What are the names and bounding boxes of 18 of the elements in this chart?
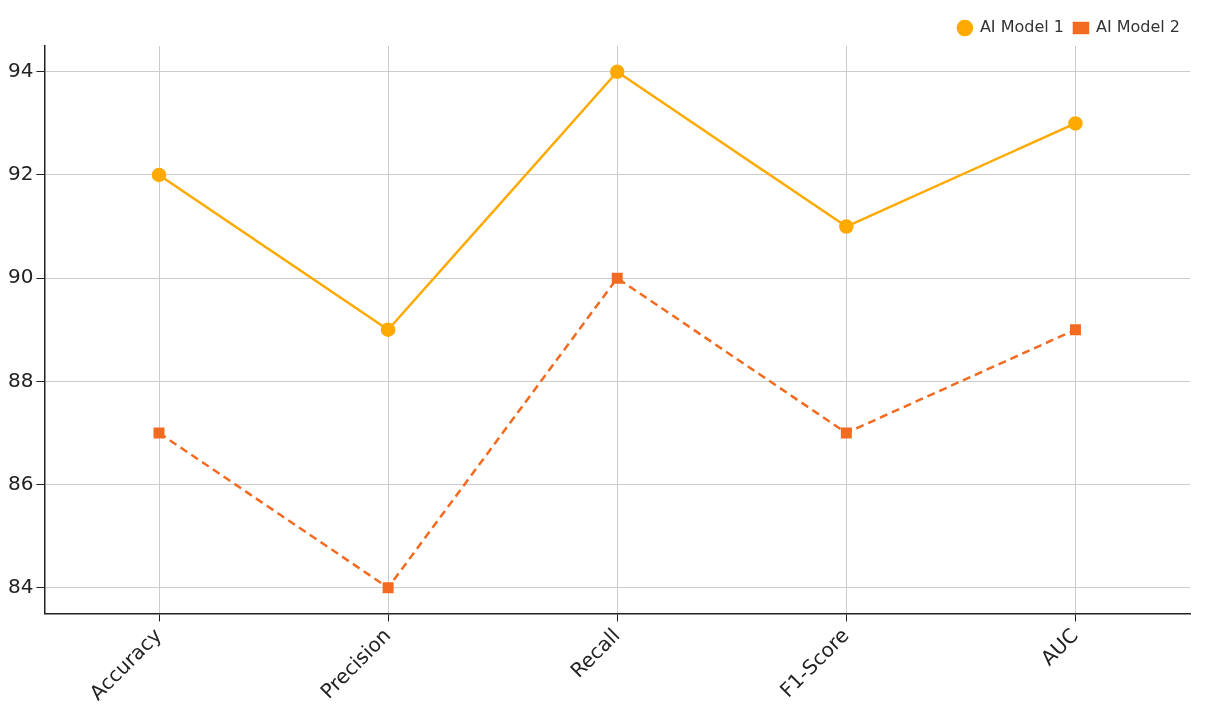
point bbox=[382, 582, 394, 594]
y-tick-label: 86 bbox=[8, 470, 34, 495]
point bbox=[151, 167, 167, 183]
point bbox=[611, 272, 623, 284]
y-tick-label: 94 bbox=[8, 58, 34, 82]
y-tick-label: 88 bbox=[8, 367, 34, 392]
point bbox=[840, 427, 852, 439]
point bbox=[609, 64, 625, 80]
y-tick-label: 84 bbox=[8, 573, 34, 598]
point bbox=[1068, 116, 1083, 131]
legend-label: AI Model 1 bbox=[979, 17, 1064, 37]
point bbox=[153, 427, 165, 439]
legend-label: AI Model 2 bbox=[1095, 17, 1181, 37]
y-tick-label: 90 bbox=[8, 264, 34, 289]
point bbox=[1069, 324, 1081, 336]
point bbox=[839, 219, 854, 234]
point bbox=[380, 322, 396, 337]
y-tick-label: 92 bbox=[8, 161, 34, 186]
